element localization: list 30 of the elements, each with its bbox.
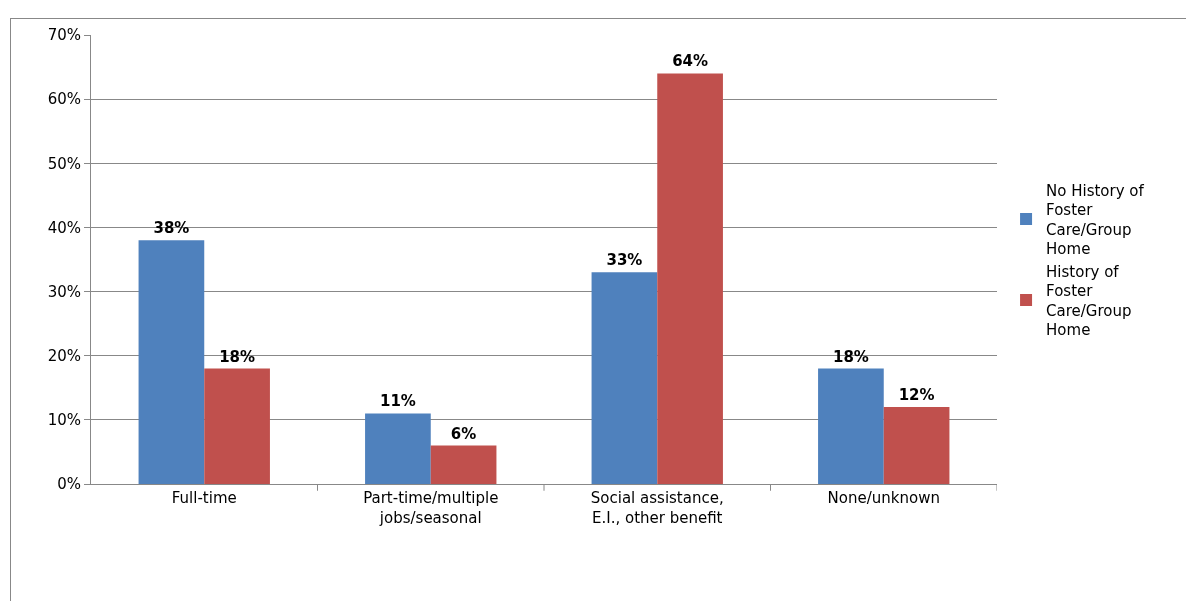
y-tick-label: 40%: [47, 218, 81, 237]
bar: [818, 368, 884, 484]
x-tick-label: Full-time: [171, 489, 237, 507]
y-tick-label: 0%: [57, 475, 81, 494]
data-label: 12%: [898, 386, 935, 405]
data-label: 64%: [672, 52, 709, 71]
data-label: 18%: [219, 347, 256, 366]
bar: [591, 272, 658, 484]
data-label: 18%: [832, 347, 869, 366]
y-tick-label: 10%: [47, 411, 81, 430]
y-tick-label: 60%: [47, 90, 81, 109]
y-tick-label: 20%: [47, 346, 81, 365]
data-label: 33%: [606, 251, 643, 270]
legend-label: History of Foster Care/Group Home: [1046, 262, 1132, 340]
y-tick-label: 30%: [47, 282, 81, 301]
data-label: 6%: [450, 424, 477, 443]
bar: [883, 407, 950, 484]
bar: [657, 73, 723, 484]
x-tick-label: None/unknown: [827, 489, 940, 507]
bar: [204, 368, 270, 484]
bar: [138, 240, 205, 484]
legend-label: No History of Foster Care/Group Home: [1046, 181, 1145, 259]
bar: [365, 413, 431, 484]
y-tick-label: 70%: [47, 26, 81, 45]
data-label: 38%: [153, 219, 190, 238]
x-tick-label: Social assistance, E.I., other benefit: [590, 489, 724, 527]
y-tick-label: 50%: [47, 154, 81, 173]
data-label: 11%: [379, 392, 416, 411]
x-tick-label: Part-time/multiple jobs/seasonal: [363, 489, 499, 527]
bar: [430, 445, 497, 484]
